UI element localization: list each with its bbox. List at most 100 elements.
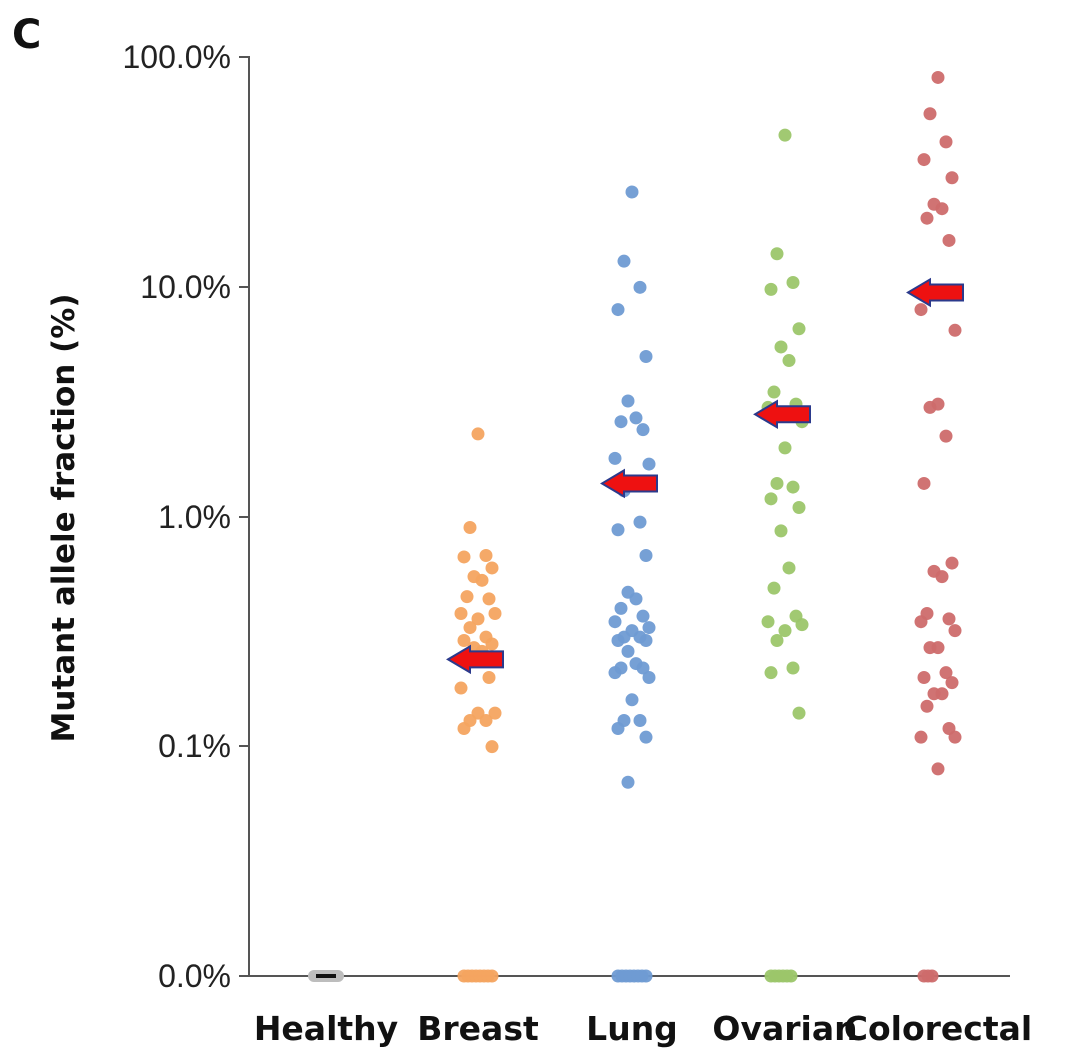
data-point — [925, 969, 939, 983]
data-point — [942, 612, 956, 626]
panel-label: C — [12, 12, 41, 58]
data-point — [482, 592, 496, 606]
data-point — [935, 202, 949, 216]
data-point — [939, 429, 953, 443]
data-point — [639, 548, 653, 562]
data-point — [945, 171, 959, 185]
y-tick-label: 0.0% — [158, 958, 231, 994]
data-point — [914, 303, 928, 317]
data-point — [917, 476, 931, 490]
data-point — [784, 969, 798, 983]
data-point — [778, 128, 792, 142]
data-point — [625, 185, 639, 199]
data-point — [642, 671, 656, 685]
median-arrow — [753, 399, 811, 430]
data-point — [457, 721, 471, 735]
median-arrow — [446, 644, 504, 675]
data-point — [614, 415, 628, 429]
x-category-label: Lung — [586, 1009, 678, 1048]
data-point — [463, 621, 477, 635]
data-point — [636, 423, 650, 437]
data-point — [786, 480, 800, 494]
data-point — [767, 385, 781, 399]
x-category-label: Healthy — [254, 1009, 398, 1048]
data-point — [764, 492, 778, 506]
median-arrows — [446, 277, 964, 675]
y-tick-label: 1.0% — [158, 499, 231, 535]
data-point — [778, 441, 792, 455]
data-point — [642, 621, 656, 635]
data-point — [485, 561, 499, 575]
data-point — [782, 561, 796, 575]
x-category-label: Colorectal — [844, 1009, 1032, 1048]
data-point — [939, 135, 953, 149]
data-point — [608, 666, 622, 680]
data-point — [792, 706, 806, 720]
data-point — [611, 523, 625, 537]
data-point — [614, 601, 628, 615]
data-point — [945, 676, 959, 690]
data-point — [479, 548, 493, 562]
data-point — [786, 275, 800, 289]
data-point — [795, 618, 809, 632]
data-point — [931, 70, 945, 84]
data-point — [471, 427, 485, 441]
data-point — [948, 730, 962, 744]
data-point — [617, 254, 631, 268]
data-point — [621, 394, 635, 408]
data-point — [767, 581, 781, 595]
data-point — [920, 211, 934, 225]
data-point — [942, 233, 956, 247]
data-point — [782, 354, 796, 368]
data-point — [485, 637, 499, 651]
data-point — [633, 280, 647, 294]
data-point — [485, 969, 499, 983]
data-point — [633, 713, 647, 727]
data-point — [629, 592, 643, 606]
data-point — [639, 349, 653, 363]
x-category-label: Ovarian — [712, 1009, 857, 1048]
data-point — [945, 556, 959, 570]
data-point — [792, 322, 806, 336]
data-point — [636, 609, 650, 623]
data-point — [920, 699, 934, 713]
data-point — [642, 457, 656, 471]
data-point — [935, 687, 949, 701]
y-tick-label: 0.1% — [158, 728, 231, 764]
data-points — [308, 70, 962, 983]
data-point — [488, 706, 502, 720]
data-point — [914, 730, 928, 744]
data-point — [611, 633, 625, 647]
data-point — [948, 323, 962, 337]
median-arrow — [600, 468, 658, 499]
data-point — [935, 570, 949, 584]
data-point — [482, 671, 496, 685]
data-point — [774, 524, 788, 538]
data-point — [611, 303, 625, 317]
data-point — [639, 633, 653, 647]
data-point — [621, 644, 635, 658]
data-point — [917, 671, 931, 685]
median-arrow — [906, 277, 964, 308]
data-point — [948, 624, 962, 638]
data-point — [479, 713, 493, 727]
data-point — [914, 615, 928, 629]
data-point — [764, 282, 778, 296]
data-point — [939, 666, 953, 680]
data-point — [917, 153, 931, 167]
y-tick-label: 100.0% — [122, 39, 231, 75]
data-point — [774, 340, 788, 354]
data-point — [608, 615, 622, 629]
data-point — [923, 400, 937, 414]
data-point — [475, 573, 489, 587]
data-point — [923, 641, 937, 655]
data-point — [770, 476, 784, 490]
data-point — [764, 666, 778, 680]
y-axis-label: Mutant allele fraction (%) — [46, 293, 82, 742]
data-point — [471, 612, 485, 626]
data-point — [931, 762, 945, 776]
data-point — [454, 681, 468, 695]
data-point — [608, 451, 622, 465]
data-point — [639, 969, 653, 983]
